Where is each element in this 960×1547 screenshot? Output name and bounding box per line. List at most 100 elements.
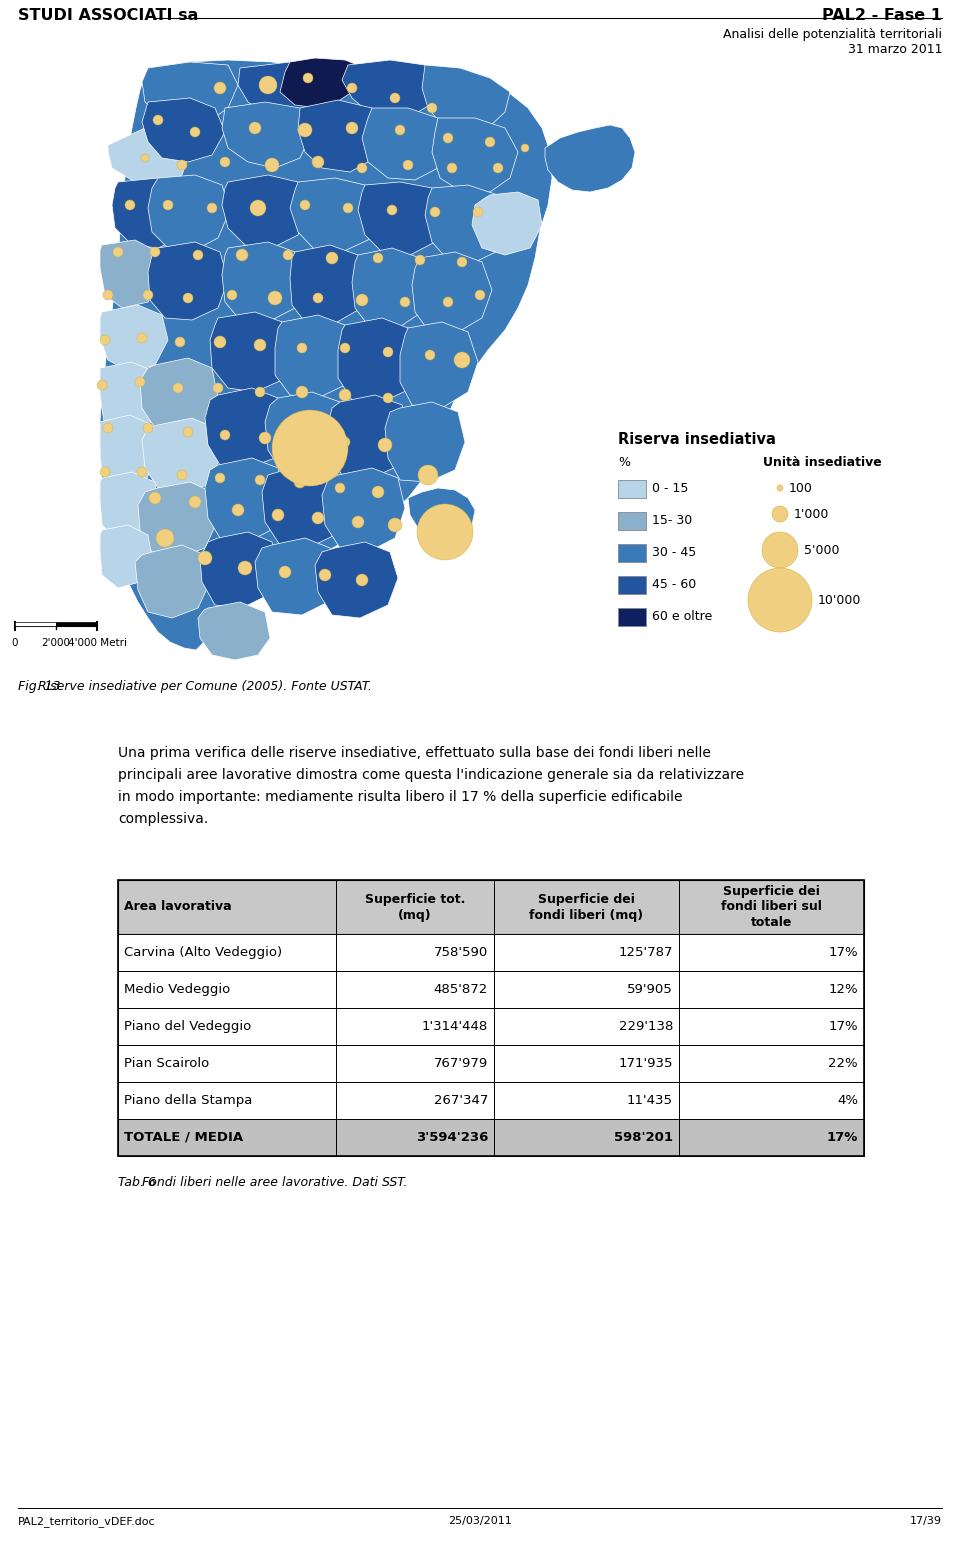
Circle shape [153,114,163,125]
Circle shape [762,532,798,568]
Circle shape [125,200,135,210]
Polygon shape [210,312,292,391]
Polygon shape [198,602,270,661]
Polygon shape [148,241,228,320]
Circle shape [335,483,345,493]
Circle shape [387,206,397,215]
Circle shape [215,473,225,483]
Bar [118,934,864,972]
Circle shape [163,200,173,210]
Circle shape [232,504,244,517]
Circle shape [300,435,310,446]
Circle shape [457,257,467,268]
FancyBboxPatch shape [618,608,646,627]
Circle shape [303,73,313,84]
Text: 30 - 45: 30 - 45 [652,546,696,560]
Circle shape [97,381,107,390]
Circle shape [475,289,485,300]
Text: Una prima verifica delle riserve insediative, effettuato sulla base dei fondi li: Una prima verifica delle riserve insedia… [118,746,710,760]
Text: 17%: 17% [828,1019,858,1033]
Polygon shape [222,241,305,322]
Text: 758'590: 758'590 [434,947,488,959]
Circle shape [418,466,438,486]
Polygon shape [385,402,465,483]
Polygon shape [298,101,385,172]
Circle shape [183,427,193,436]
Circle shape [177,159,187,170]
Text: Fondi liberi nelle aree lavorative. Dati SST.: Fondi liberi nelle aree lavorative. Dati… [118,1176,407,1190]
Polygon shape [142,97,225,162]
Polygon shape [205,458,285,541]
Polygon shape [280,57,365,108]
Circle shape [356,574,368,586]
Bar [15,622,56,627]
Text: 0: 0 [12,637,18,648]
Polygon shape [138,483,218,558]
Text: 100: 100 [789,481,813,495]
Circle shape [443,297,453,306]
Circle shape [137,333,147,343]
Polygon shape [322,469,405,552]
Text: Area lavorativa: Area lavorativa [124,900,231,913]
Circle shape [259,432,271,444]
Text: Pian Scairolo: Pian Scairolo [124,1057,209,1071]
Text: PAL2_territorio_vDEF.doc: PAL2_territorio_vDEF.doc [18,1516,156,1527]
Circle shape [149,492,161,504]
Circle shape [214,336,226,348]
Circle shape [238,562,252,575]
Circle shape [425,350,435,360]
Circle shape [220,156,230,167]
Circle shape [135,377,145,387]
Circle shape [372,486,384,498]
Text: principali aree lavorative dimostra come questa l'indicazione generale sia da re: principali aree lavorative dimostra come… [118,767,744,781]
Polygon shape [205,388,285,469]
Circle shape [249,122,261,135]
Bar [118,972,864,1009]
Polygon shape [262,466,345,548]
Circle shape [777,486,783,490]
Text: 0 - 15: 0 - 15 [652,483,688,495]
Circle shape [150,248,160,257]
Text: Tab. 6: Tab. 6 [118,1176,156,1190]
Circle shape [521,144,529,152]
Polygon shape [422,65,510,131]
Circle shape [189,497,201,507]
Polygon shape [362,108,448,179]
Circle shape [443,133,453,142]
Text: totale: totale [751,916,792,930]
Circle shape [207,203,217,213]
Circle shape [300,200,310,210]
Circle shape [383,347,393,357]
Circle shape [454,353,470,368]
Circle shape [427,104,437,113]
Polygon shape [472,192,542,255]
Polygon shape [408,487,475,540]
Polygon shape [140,357,218,432]
FancyBboxPatch shape [618,575,646,594]
Text: Superficie dei: Superficie dei [538,893,635,905]
Bar [118,1009,864,1046]
Text: Piano della Stampa: Piano della Stampa [124,1094,252,1108]
Polygon shape [275,316,355,398]
Polygon shape [238,62,335,118]
Text: 5'000: 5'000 [804,543,839,557]
Text: 17%: 17% [827,1131,858,1143]
Circle shape [485,138,495,147]
Circle shape [352,517,364,528]
Circle shape [236,249,248,261]
Circle shape [430,207,440,217]
Bar [118,1046,864,1081]
Circle shape [347,84,357,93]
Circle shape [193,251,203,260]
Bar [118,880,864,1156]
Circle shape [173,384,183,393]
Circle shape [383,393,393,404]
Text: Superficie dei: Superficie dei [723,885,820,897]
Polygon shape [358,183,445,255]
Circle shape [415,255,425,265]
Circle shape [190,127,200,138]
Text: Carvina (Alto Vedeggio): Carvina (Alto Vedeggio) [124,947,282,959]
Bar [118,1081,864,1118]
Circle shape [339,388,351,401]
Text: 1'314'448: 1'314'448 [421,1019,488,1033]
